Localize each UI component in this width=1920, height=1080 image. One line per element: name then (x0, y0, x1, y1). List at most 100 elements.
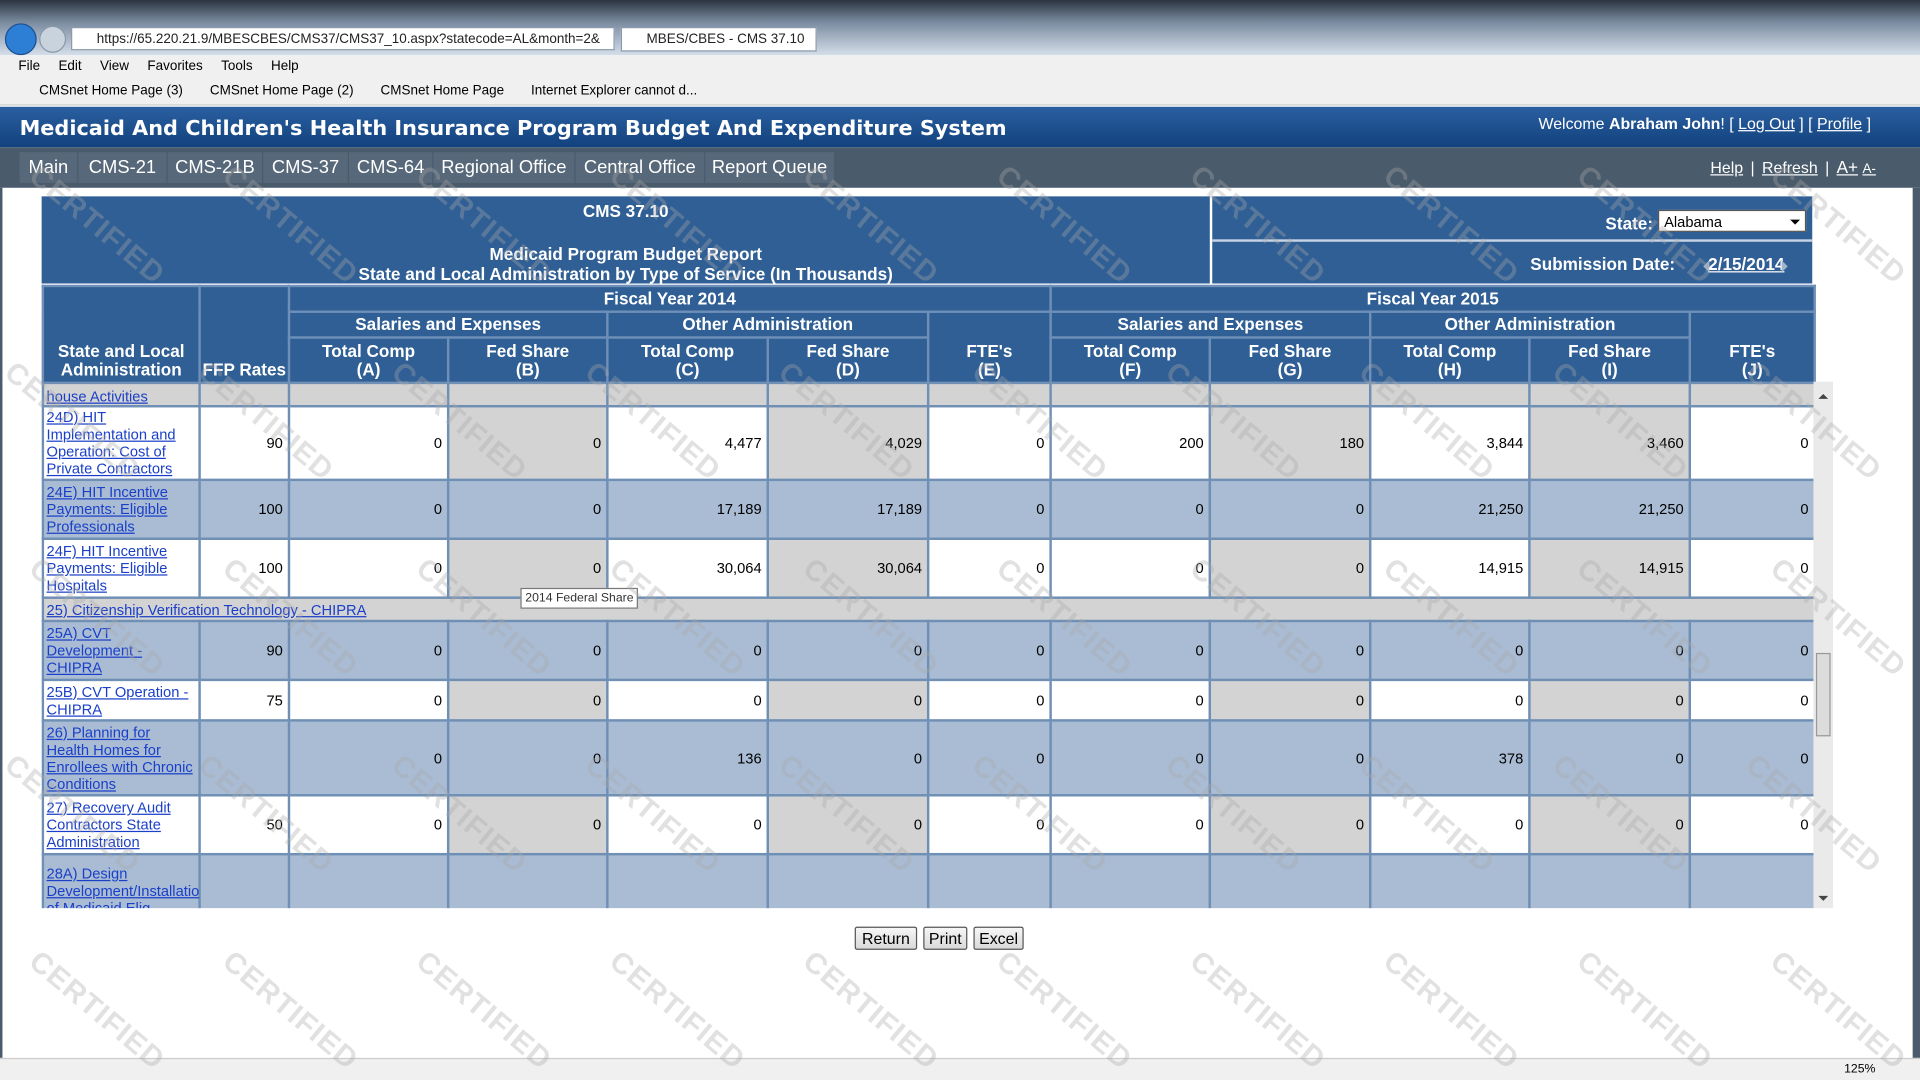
data-row: 25A) CVT Development - CHIPRA 90 0 0 0 0 0 0 0 0 0… (41, 619, 1814, 682)
row-link[interactable]: 25) Citizenship Verification Technology … (46, 600, 367, 618)
nav-item[interactable]: CMS-64 (348, 152, 433, 183)
scrollbar[interactable] (1813, 381, 1834, 909)
submission-date[interactable]: 2/15/2014 (1708, 254, 1785, 274)
refresh-link[interactable]: Refresh (1761, 158, 1818, 177)
profile-link[interactable]: Profile (1817, 114, 1863, 133)
separator: | (1750, 158, 1755, 177)
state-select[interactable]: Alabama (1657, 209, 1807, 232)
column-name: Total Comp (1403, 340, 1497, 361)
column-code: (E) (977, 359, 1001, 380)
font-smaller[interactable]: A- (1862, 161, 1876, 177)
back-button[interactable] (4, 23, 37, 56)
nav-item[interactable]: CMS-21B (167, 152, 263, 183)
cell: 0 (1368, 794, 1531, 856)
cell: 676 (1528, 852, 1692, 909)
nav-item[interactable]: Central Office (575, 152, 705, 183)
column-code: (I) (1601, 358, 1618, 379)
row-link[interactable]: 26) Planning for Health Homes for Enroll… (46, 723, 193, 793)
year-header: Fiscal Year 2015 (1049, 284, 1816, 313)
address-bar[interactable]: https://65.220.21.9/MBESCBES/CMS37/CMS37… (71, 26, 615, 51)
cell: 0 (1688, 619, 1814, 682)
data-table: house Activities 24D) HIT Implementation … (41, 381, 1814, 909)
row-link[interactable]: 25A) CVT Development - CHIPRA (46, 624, 143, 677)
button[interactable]: Return (854, 926, 918, 950)
cell: 100 (198, 537, 291, 599)
nav-item[interactable]: CMS-37 (263, 152, 348, 183)
next-date[interactable] (1781, 260, 1794, 273)
cell (287, 381, 450, 408)
row-label: 24F) HIT Incentive Payments: Eligible Ho… (41, 537, 201, 599)
nav-item[interactable]: Report Queue (705, 152, 834, 183)
cell (198, 381, 291, 408)
cell: 14,915 (1368, 537, 1531, 599)
cell: 0 (287, 719, 450, 797)
cell: 0 (1049, 678, 1212, 722)
cell: 0 (766, 678, 930, 722)
menu-item[interactable]: Favorites (147, 58, 203, 74)
row-link[interactable]: 24D) HIT Implementation and Operation: C… (46, 408, 176, 478)
button[interactable]: Print (923, 926, 968, 950)
row-link[interactable]: 24F) HIT Incentive Payments: Eligible Ho… (46, 542, 168, 594)
data-row: 24D) HIT Implementation and Operation: C… (41, 404, 1814, 482)
menu-item[interactable]: Help (270, 58, 299, 74)
column-name: Total Comp (641, 340, 735, 361)
cell: 0 (1688, 404, 1814, 482)
forward-button[interactable] (39, 25, 67, 53)
content (0, 187, 1920, 1058)
group-header: Other Administration (606, 310, 930, 339)
column-name: Total Comp (1083, 340, 1177, 361)
cell: 0 (446, 404, 609, 482)
cell: 0 (1049, 794, 1212, 856)
cell: 21,250 (1528, 478, 1692, 540)
data-row: 25B) CVT Operation - CHIPRA 75 0 0 0 0 0 0 0 0 0 0 (41, 678, 1814, 722)
row-link[interactable]: house Activities (46, 387, 148, 405)
exclaim: ! (1720, 114, 1725, 133)
favorite[interactable]: CMSnet Home Page (3) (39, 83, 183, 99)
font-larger[interactable]: A+ (1836, 157, 1859, 177)
cell: 0 (446, 794, 609, 856)
row-link[interactable]: 28A) Design Development/Installatio of M… (46, 865, 200, 909)
cell: 0 (446, 719, 609, 797)
menu-item[interactable]: Edit (58, 58, 82, 74)
column-header: Total Comp (F) (1049, 336, 1212, 385)
logout-link[interactable]: Log Out (1738, 114, 1795, 133)
cell: 0 (287, 537, 450, 599)
cell: 4,029 (766, 404, 930, 482)
column-header: Total Comp (C) (606, 336, 769, 385)
title-bar: https://65.220.21.9/MBESCBES/CMS37/CMS37… (0, 0, 1920, 56)
bracket: [ (1729, 114, 1734, 133)
nav-item[interactable]: CMS-21 (78, 152, 167, 183)
row-label: 26) Planning for Health Homes for Enroll… (41, 719, 201, 797)
header-row: Total Comp (A) Fed Share (B) Total Comp (C) Fe… (43, 336, 1815, 385)
tab[interactable]: MBES/CBES - CMS 37.10 (620, 26, 817, 52)
cell: 0 (766, 794, 930, 856)
row-link[interactable]: 24E) HIT Incentive Payments: Eligible Pr… (46, 483, 168, 536)
zoom[interactable]: 125% (1844, 1062, 1876, 1077)
cell: 0 (1049, 537, 1212, 599)
favorite[interactable]: CMSnet Home Page (380, 83, 505, 99)
cell: 751 (1368, 852, 1531, 909)
menu-item[interactable]: Tools (221, 58, 253, 74)
table-header: State and Local Administration FFP Rates F… (41, 284, 1816, 385)
nav-item[interactable]: Main (19, 152, 78, 183)
button[interactable]: Excel (973, 926, 1024, 950)
section-label: 25) Citizenship Verification Technology … (41, 596, 1814, 623)
row-link[interactable]: 25B) CVT Operation - CHIPRA (46, 682, 189, 718)
row-link[interactable]: 27) Recovery Audit Contractors State Adm… (46, 798, 171, 851)
cell: 6,845 (766, 852, 930, 909)
group-header: Other Administration (1369, 310, 1692, 339)
cell: 0 (926, 794, 1052, 856)
column-name: Fed Share (1248, 340, 1332, 361)
prev-date[interactable] (1697, 260, 1710, 273)
cell: 211 (1049, 852, 1212, 909)
menu-item[interactable]: View (100, 58, 130, 74)
menu-item[interactable]: File (18, 58, 41, 74)
nav-item[interactable]: Regional Office (433, 152, 575, 183)
favorite[interactable]: Internet Explorer cannot d... (531, 83, 698, 99)
help-link[interactable]: Help (1710, 158, 1744, 177)
favorite[interactable]: CMSnet Home Page (2) (209, 83, 354, 99)
bracket: ] (1799, 114, 1804, 133)
cell: 0 (1049, 719, 1212, 797)
cell: 4,477 (606, 404, 769, 482)
